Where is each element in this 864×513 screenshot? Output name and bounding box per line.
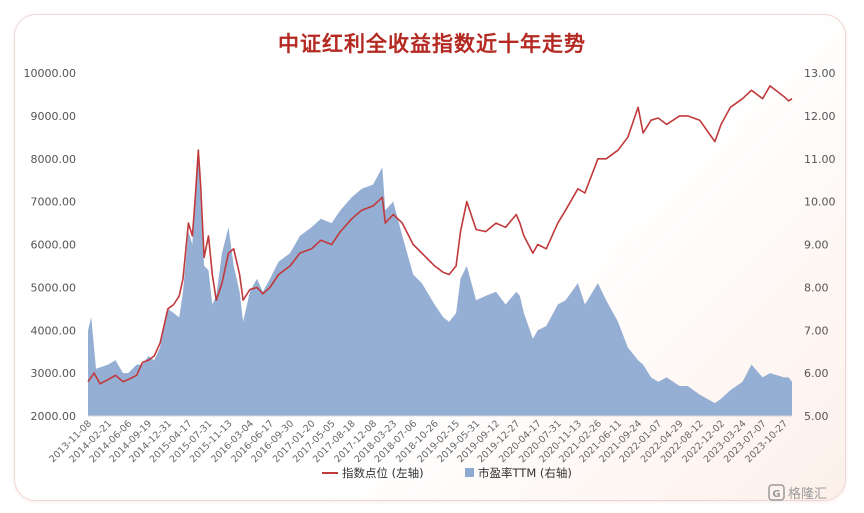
- watermark-logo-mark: G: [772, 489, 780, 500]
- right-tick-label: 12.00: [804, 110, 836, 123]
- right-tick-label: 5.00: [804, 410, 829, 423]
- left-axis: 2000.00 3000.00 4000.00 5000.00 6000.00 7000.…: [24, 67, 77, 423]
- left-tick-label: 10000.00: [24, 67, 77, 80]
- left-tick-label: 6000.00: [31, 239, 77, 252]
- left-tick-label: 9000.00: [31, 110, 77, 123]
- x-axis: 2013-11-082014-02-212014-06-062014-09-19…: [47, 418, 790, 465]
- legend-label-index: 指数点位 (左轴): [342, 466, 424, 480]
- pe-ttm-area: [88, 150, 792, 416]
- watermark-logo-icon: [768, 484, 785, 501]
- right-tick-label: 8.00: [804, 281, 829, 294]
- chart-card: [14, 14, 846, 501]
- left-tick-label: 8000.00: [31, 153, 77, 166]
- left-tick-label: 2000.00: [31, 410, 77, 423]
- legend-area-swatch: [465, 468, 474, 477]
- right-tick-label: 10.00: [804, 196, 836, 209]
- watermark: G 格隆汇: [768, 484, 827, 502]
- right-axis: 5.00 6.00 7.00 8.00 9.00 10.00 11.00 12.00 13.00: [804, 67, 836, 423]
- legend-label-pe: 市盈率TTM (右轴): [478, 466, 572, 480]
- left-tick-label: 7000.00: [31, 196, 77, 209]
- right-tick-label: 13.00: [804, 67, 836, 80]
- index-line: [87, 85, 793, 385]
- left-tick-label: 4000.00: [31, 324, 77, 337]
- left-tick-label: 5000.00: [31, 281, 77, 294]
- left-tick-label: 3000.00: [31, 367, 77, 380]
- legend: 指数点位 (左轴) 市盈率TTM (右轴): [322, 466, 572, 480]
- right-tick-label: 9.00: [804, 239, 829, 252]
- watermark-text: 格隆汇: [788, 486, 827, 502]
- right-tick-label: 11.00: [804, 153, 836, 166]
- plot-area: [87, 85, 793, 417]
- right-tick-label: 6.00: [804, 367, 829, 380]
- chart-title: 中证红利全收益指数近十年走势: [278, 32, 586, 56]
- right-tick-label: 7.00: [804, 324, 829, 337]
